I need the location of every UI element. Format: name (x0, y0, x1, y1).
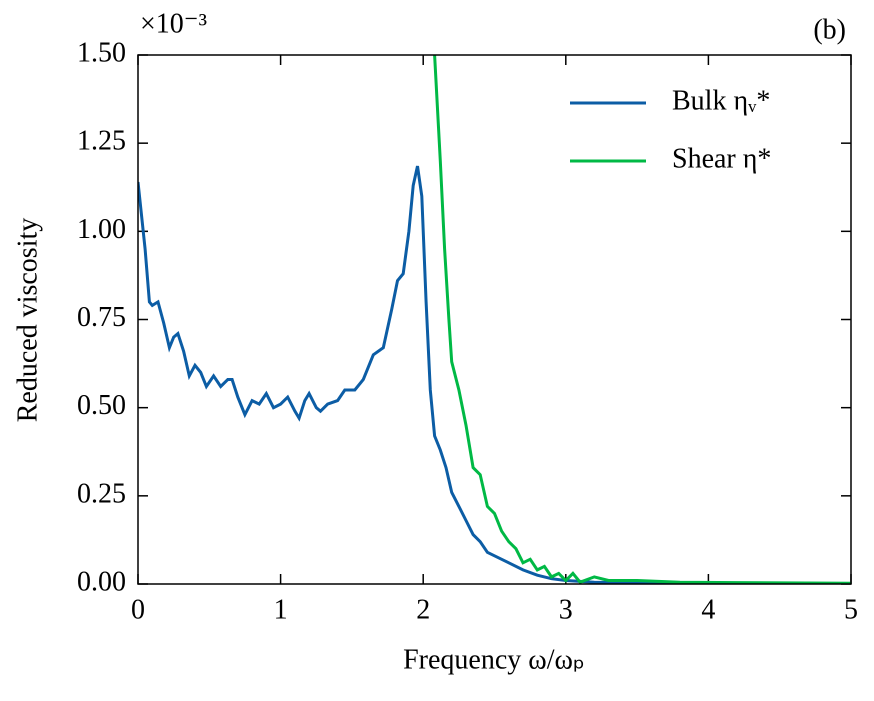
x-tick-label: 5 (844, 594, 858, 625)
y-tick-label: 1.25 (77, 126, 126, 157)
y-tick-label: 0.00 (77, 566, 126, 597)
y-tick-label: 1.50 (77, 37, 126, 68)
x-tick-label: 2 (416, 594, 430, 625)
y-tick-label: 0.25 (77, 478, 126, 509)
x-tick-label: 1 (274, 594, 288, 625)
y-tick-label: 0.50 (77, 390, 126, 421)
plot-frame (137, 54, 852, 585)
series-line (138, 165, 851, 584)
x-tick-label: 4 (701, 594, 715, 625)
legend-label: Bulk ηᵥ* (672, 85, 770, 116)
y-tick-label: 0.75 (77, 302, 126, 333)
x-tick-label: 3 (559, 594, 573, 625)
panel-label: (b) (813, 14, 846, 45)
legend-label: Shear η* (672, 143, 771, 174)
axis-multiplier: ×10⁻³ (140, 8, 207, 39)
x-tick-label: 0 (131, 594, 145, 625)
x-axis-label: Frequency ω/ωₚ (403, 644, 585, 675)
y-axis-label: Reduced viscosity (12, 218, 43, 423)
series-line (433, 55, 851, 584)
y-tick-label: 1.00 (77, 214, 126, 245)
